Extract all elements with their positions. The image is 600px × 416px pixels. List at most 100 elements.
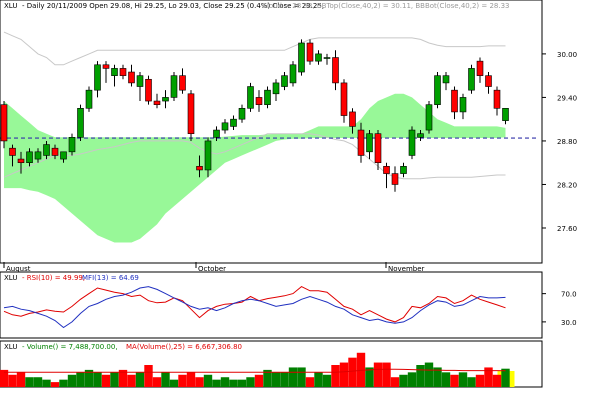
candle-body bbox=[493, 89, 501, 109]
volume-bar bbox=[348, 357, 357, 387]
candle-body bbox=[476, 60, 484, 76]
volume-bar bbox=[93, 372, 102, 387]
candle bbox=[366, 130, 373, 160]
candle bbox=[60, 151, 67, 163]
volume-bar bbox=[144, 365, 153, 387]
candle-body bbox=[289, 64, 297, 84]
candle-body bbox=[238, 107, 246, 120]
volume-bar bbox=[373, 362, 383, 387]
candle bbox=[349, 108, 356, 134]
candle-body bbox=[306, 42, 314, 62]
candle bbox=[485, 72, 492, 94]
candle-body bbox=[332, 57, 339, 84]
volume-bar bbox=[127, 374, 136, 387]
candle-body bbox=[391, 173, 399, 185]
candle bbox=[26, 148, 33, 167]
volume-bar bbox=[246, 377, 255, 387]
candle-body bbox=[383, 166, 390, 174]
candle bbox=[85, 86, 93, 112]
price-frame bbox=[0, 0, 543, 264]
volume-bar bbox=[365, 367, 374, 387]
candle bbox=[136, 72, 144, 102]
volume-bar bbox=[356, 352, 366, 387]
candle bbox=[425, 101, 433, 134]
candle-body bbox=[281, 75, 288, 87]
rsi-mfi-lines bbox=[3, 286, 506, 329]
candle-body bbox=[213, 129, 220, 138]
candle bbox=[213, 126, 220, 141]
rsi-title-text: - RSI(10) = 49.99, bbox=[22, 274, 85, 282]
candle-body bbox=[349, 111, 356, 127]
volume-bar bbox=[501, 368, 510, 387]
price-title-text: - Daily 20/11/2009 Open 29.08, Hi 29.25,… bbox=[22, 2, 324, 10]
y-tick-label: 28.80 bbox=[557, 138, 577, 146]
candle bbox=[204, 137, 212, 178]
y-tick-label: 30.0 bbox=[561, 319, 577, 327]
volume-bar bbox=[450, 374, 459, 387]
candle-body bbox=[204, 140, 212, 171]
volume-bar bbox=[467, 377, 476, 387]
candle-body bbox=[408, 129, 416, 156]
volume-bar bbox=[161, 372, 170, 387]
candle bbox=[119, 64, 127, 80]
y-tick-label: 70.0 bbox=[561, 291, 577, 299]
candle bbox=[145, 75, 152, 105]
volume-bar bbox=[84, 369, 94, 387]
candle bbox=[289, 61, 297, 87]
candle-body bbox=[102, 64, 110, 69]
volume-bar bbox=[152, 377, 162, 387]
candle bbox=[332, 50, 339, 91]
candle bbox=[442, 72, 450, 91]
candle bbox=[187, 90, 195, 141]
candle bbox=[357, 122, 365, 163]
volume-bar bbox=[186, 372, 196, 387]
volume-bar bbox=[433, 367, 442, 387]
candle-body bbox=[128, 71, 135, 84]
candle-body bbox=[255, 97, 263, 105]
candle bbox=[281, 72, 288, 91]
candle bbox=[51, 144, 59, 160]
candle-body bbox=[468, 68, 475, 91]
candle bbox=[315, 50, 322, 65]
volume-bar bbox=[229, 379, 238, 387]
candle-body bbox=[26, 151, 33, 164]
volume-bar bbox=[76, 372, 85, 387]
x-tick-label: November bbox=[388, 265, 425, 273]
price-x-labels: August October November bbox=[3, 262, 425, 273]
candle-body bbox=[34, 151, 42, 160]
volume-bar bbox=[484, 367, 493, 387]
candle-body bbox=[145, 78, 152, 102]
volume-bar bbox=[8, 374, 17, 387]
volume-bar bbox=[203, 374, 213, 387]
y-tick-label: 29.40 bbox=[557, 94, 577, 102]
volume-ma-title-text: MA(Volume(),25) = 6,667,306.80 bbox=[126, 343, 242, 351]
volume-bar bbox=[110, 372, 119, 387]
candle bbox=[111, 64, 118, 87]
candle-body bbox=[196, 166, 203, 171]
candle bbox=[221, 119, 229, 134]
rsi-frame bbox=[0, 271, 543, 339]
candle bbox=[493, 86, 501, 116]
volume-bar bbox=[59, 379, 68, 387]
ichimoku-cloud bbox=[4, 93, 506, 243]
candle bbox=[247, 82, 254, 112]
volume-bar bbox=[475, 374, 485, 387]
candle bbox=[179, 68, 186, 94]
volume-bar bbox=[297, 367, 306, 387]
volume-bar bbox=[416, 365, 425, 387]
candle bbox=[94, 61, 101, 98]
candle bbox=[400, 162, 407, 178]
candle bbox=[383, 162, 390, 189]
candle-body bbox=[85, 89, 93, 109]
volume-bar bbox=[331, 365, 340, 387]
candle-body bbox=[247, 86, 254, 109]
candle-body bbox=[442, 75, 450, 84]
rsi-mfi-panel: 70.0 30.0 XLU - RSI(10) = 49.99, MFI(13) … bbox=[0, 271, 577, 339]
candle-body bbox=[0, 104, 8, 142]
candle bbox=[408, 126, 416, 160]
volume-bar bbox=[118, 369, 128, 387]
price-y-ticks: 27.60 28.20 28.80 29.40 30.00 bbox=[542, 51, 577, 233]
volume-title-symbol: XLU bbox=[4, 343, 17, 351]
volume-bar bbox=[390, 377, 400, 387]
candle-body bbox=[9, 147, 16, 156]
